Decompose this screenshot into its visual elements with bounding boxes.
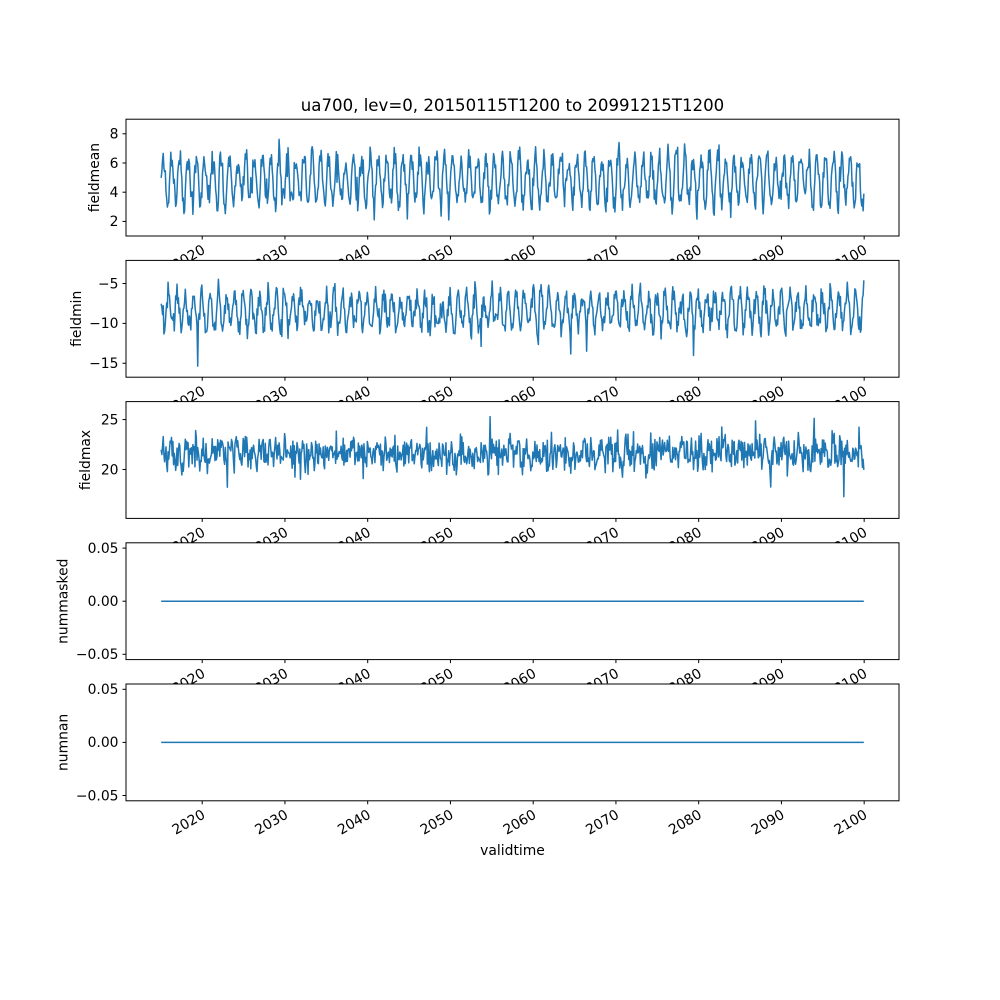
y-axis-label-numnan: numnan <box>55 714 71 771</box>
axes-border-fieldmin <box>125 259 900 378</box>
y-tick-label: 0.05 <box>88 541 119 557</box>
y-tick-label: −10 <box>89 316 118 332</box>
y-tick-label: −5 <box>98 276 118 292</box>
chart-title: ua700, lev=0, 20150115T1200 to 20991215T… <box>300 96 725 115</box>
x-tick-label: 2080 <box>666 807 705 839</box>
y-tick-label: −0.05 <box>76 647 119 663</box>
x-tick-label: 2030 <box>252 807 291 839</box>
y-tick-label: −15 <box>89 356 118 372</box>
y-axis-label-nummasked: nummasked <box>55 559 71 644</box>
y-tick-label: −0.05 <box>76 788 119 804</box>
y-tick-label: 2 <box>110 214 119 230</box>
y-axis-label-fieldmin: fieldmin <box>69 291 85 347</box>
y-axis-label-fieldmean: fieldmean <box>87 143 103 212</box>
y-tick-label: 0.05 <box>88 682 119 698</box>
y-tick-label: 4 <box>110 185 119 201</box>
subplot-bg-fieldmax <box>126 401 899 519</box>
y-tick-label: 6 <box>110 156 119 172</box>
y-tick-label: 0.00 <box>88 735 119 751</box>
y-tick-label: 8 <box>110 127 119 143</box>
x-tick-label: 2040 <box>335 807 374 839</box>
y-tick-label: 25 <box>101 412 119 428</box>
x-tick-label: 2020 <box>170 807 209 839</box>
x-tick-label: 2060 <box>501 807 540 839</box>
x-tick-label: 2100 <box>832 807 871 839</box>
series-line-fieldmean <box>160 138 865 221</box>
x-axis-label: validtime <box>480 843 545 859</box>
y-axis-label-fieldmax: fieldmax <box>78 430 94 490</box>
series-line-fieldmin <box>160 278 865 367</box>
axes-border-fieldmean <box>125 118 900 237</box>
axes-border-fieldmax <box>125 401 900 519</box>
x-tick-label: 2050 <box>418 807 457 839</box>
y-tick-label: 0.00 <box>88 594 119 610</box>
x-tick-label: 2070 <box>583 807 622 839</box>
subplot-bg-fieldmin <box>126 260 899 378</box>
y-tick-label: 20 <box>101 462 119 478</box>
series-line-fieldmax <box>160 415 865 498</box>
x-tick-label: 2090 <box>749 807 788 839</box>
